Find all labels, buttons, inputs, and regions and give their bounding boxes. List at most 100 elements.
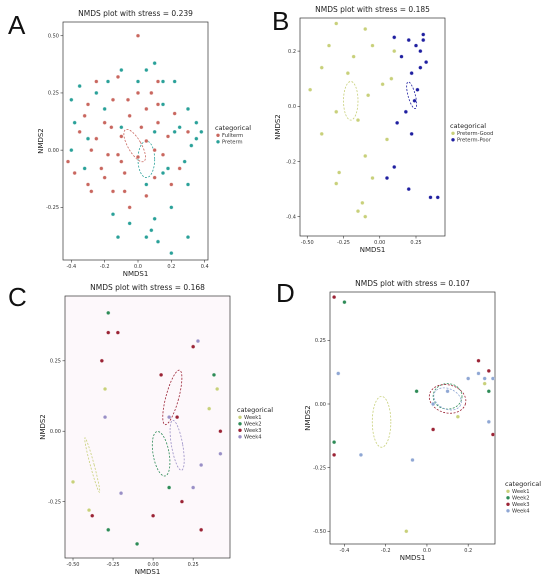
data-point-fullterm <box>144 106 149 112</box>
data-point-preterm-good <box>384 137 390 142</box>
data-point-preterm <box>169 205 174 210</box>
legend-title: categorical <box>215 124 251 132</box>
legend-title: categorical <box>237 406 273 414</box>
data-point-week4 <box>195 339 201 344</box>
confidence-ellipse <box>169 419 185 471</box>
data-point-preterm <box>119 67 124 73</box>
data-point-fullterm <box>89 189 94 194</box>
legend-marker <box>238 415 242 419</box>
data-point-week3 <box>431 427 436 432</box>
x-tick-label: 0.2 <box>464 548 472 554</box>
data-point-week2 <box>167 485 172 490</box>
confidence-ellipse <box>162 369 183 426</box>
data-point-preterm-poor <box>406 187 411 192</box>
data-point-preterm-poor <box>428 195 433 200</box>
data-point-preterm-poor <box>399 54 404 59</box>
y-tick-label: -0.25 <box>46 205 59 211</box>
data-point-preterm <box>94 90 99 96</box>
plot-frame <box>62 21 209 261</box>
data-point-preterm <box>110 212 116 217</box>
y-tick-label: -0.25 <box>313 465 326 471</box>
data-point-preterm <box>135 79 141 84</box>
legend-marker <box>238 435 242 439</box>
data-point-preterm-poor <box>418 65 423 70</box>
data-point-fullterm <box>172 111 177 116</box>
data-point-preterm-good <box>334 181 339 186</box>
data-point-preterm <box>185 182 191 187</box>
data-point-week4 <box>218 451 223 456</box>
data-point-fullterm <box>160 152 166 157</box>
data-point-preterm <box>152 61 157 66</box>
data-point-week3 <box>218 429 223 434</box>
data-point-fullterm <box>85 102 91 107</box>
x-tick-label: 0.0 <box>423 548 431 554</box>
data-point-preterm <box>144 67 149 73</box>
legend-label: Preterm-Good <box>457 131 493 137</box>
confidence-ellipse <box>84 437 101 493</box>
data-point-fullterm <box>169 182 174 187</box>
data-point-preterm <box>194 136 199 141</box>
data-point-week1 <box>215 386 220 392</box>
data-point-preterm <box>194 120 199 125</box>
data-point-week1 <box>455 414 460 419</box>
data-point-preterm <box>165 166 171 171</box>
data-point-fullterm <box>155 120 161 125</box>
legend-label: Week3 <box>244 428 262 434</box>
data-point-fullterm <box>144 193 149 198</box>
data-point-fullterm <box>127 205 132 210</box>
data-point-preterm-good <box>363 26 368 32</box>
data-point-preterm <box>160 102 166 107</box>
x-tick-label: -0.4 <box>66 264 76 270</box>
data-point-preterm-good <box>334 109 339 114</box>
data-point-preterm-poor <box>421 32 426 37</box>
data-point-preterm-poor <box>409 71 414 76</box>
y-tick-label: 0.00 <box>48 148 59 154</box>
y-axis-label: NMDS2 <box>37 128 45 154</box>
chart-title: NMDS plot with stress = 0.168 <box>90 283 205 292</box>
data-point-week4 <box>486 419 491 424</box>
data-point-week1 <box>70 479 76 485</box>
legend-marker <box>506 502 510 506</box>
data-point-week4 <box>358 452 364 457</box>
data-point-preterm <box>69 148 74 153</box>
x-tick-label: -0.50 <box>301 240 314 246</box>
data-point-preterm-good <box>308 87 313 92</box>
data-point-fullterm <box>72 170 77 176</box>
legend-label: Week2 <box>512 496 530 502</box>
legend-marker <box>506 496 510 500</box>
data-point-preterm-good <box>351 54 356 59</box>
data-point-week2 <box>106 527 111 532</box>
data-point-preterm-poor <box>409 131 414 136</box>
data-point-fullterm <box>85 182 91 187</box>
data-point-preterm <box>155 239 161 244</box>
data-point-preterm-good <box>355 118 361 123</box>
confidence-ellipse <box>371 395 392 448</box>
data-point-preterm <box>185 235 191 240</box>
data-point-preterm-poor <box>392 35 397 40</box>
confidence-ellipse <box>123 128 146 163</box>
data-point-preterm-good <box>392 49 397 54</box>
x-tick-label: -0.25 <box>107 562 120 568</box>
data-point-fullterm <box>144 138 149 144</box>
plot-area <box>330 292 495 544</box>
legend-label: Week1 <box>244 415 262 421</box>
chart-panel-a: A NMDS plot with stress = 0.239 -0.4 -0.2 0.… <box>8 9 251 278</box>
legend-marker <box>506 509 510 513</box>
data-point-preterm-good <box>366 93 371 98</box>
data-point-fullterm <box>110 189 116 194</box>
data-point-fullterm <box>139 125 144 130</box>
data-point-week4 <box>490 376 496 381</box>
y-axis-label: NMDS2 <box>39 414 47 440</box>
confidence-ellipse <box>428 384 467 414</box>
x-tick-label: -0.4 <box>340 548 350 554</box>
data-point-fullterm <box>94 79 99 84</box>
confidence-ellipse <box>151 431 171 477</box>
x-tick-label: 0.2 <box>167 264 175 270</box>
data-point-preterm-good <box>380 82 385 87</box>
legend-label: Week3 <box>512 502 530 508</box>
data-point-fullterm <box>152 148 157 153</box>
y-tick-label: 0.25 <box>48 91 59 97</box>
x-axis-label: NMDS1 <box>123 270 149 278</box>
